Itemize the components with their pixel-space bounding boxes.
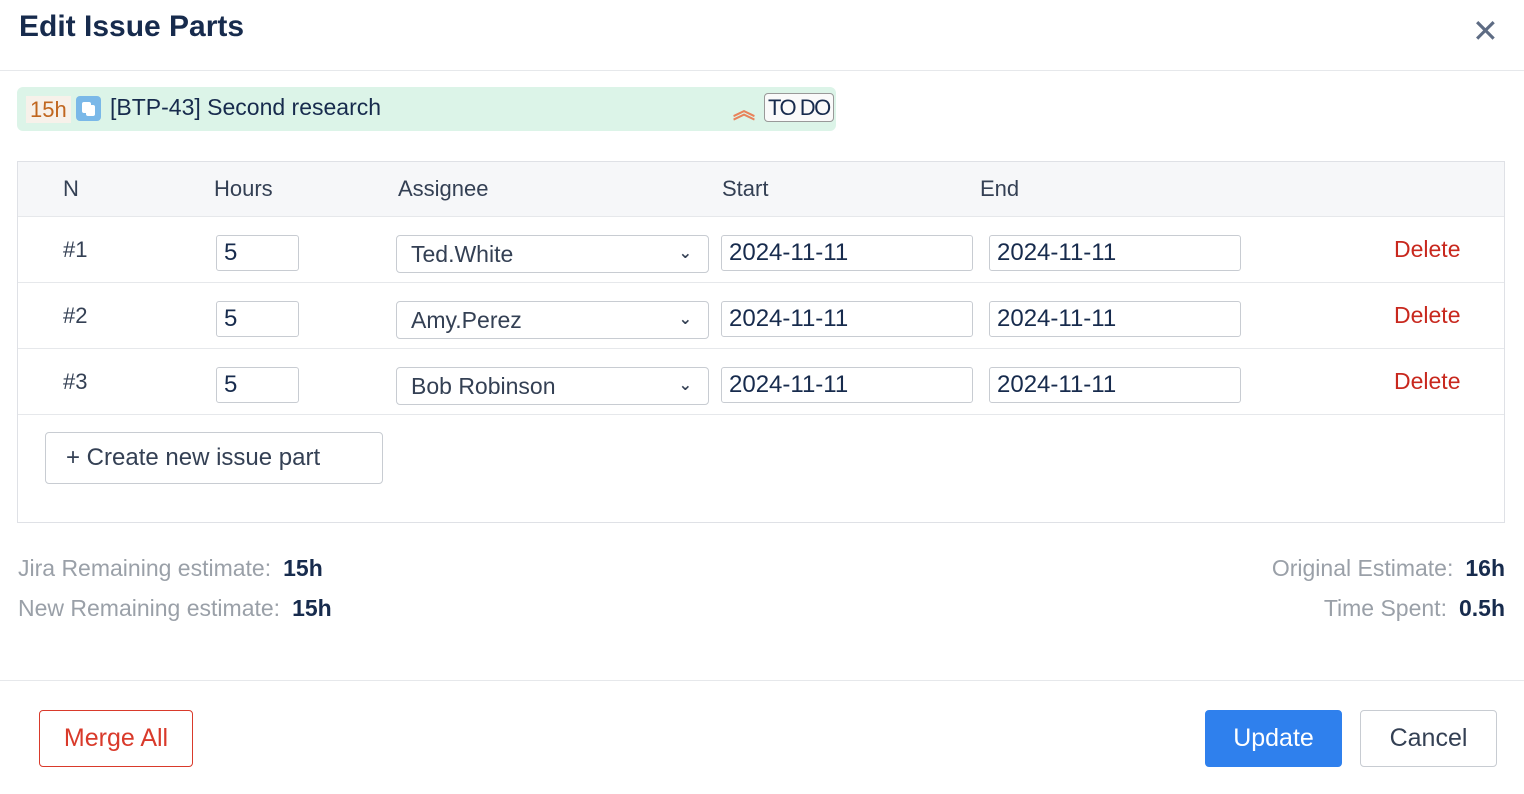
- estimate-badge: 15h: [26, 96, 71, 123]
- hours-input[interactable]: 5: [216, 235, 299, 271]
- end-date-input[interactable]: 2024-11-11: [989, 367, 1241, 403]
- start-date-input[interactable]: 2024-11-11: [721, 367, 973, 403]
- delete-button[interactable]: Delete: [1394, 368, 1461, 394]
- start-date-input[interactable]: 2024-11-11: [721, 301, 973, 337]
- priority-high-icon: ︽: [733, 98, 756, 123]
- chevron-down-icon: ⌄: [678, 377, 692, 394]
- value: 0.5h: [1458, 595, 1505, 621]
- divider: [0, 680, 1524, 681]
- row-number: #1: [63, 237, 88, 262]
- end-date-input[interactable]: 2024-11-11: [989, 235, 1241, 271]
- issue-title: [BTP-43] Second research: [110, 94, 382, 120]
- jira-remaining-estimate: Jira Remaining estimate: 15h: [18, 555, 323, 582]
- label: New Remaining estimate:: [18, 595, 281, 621]
- update-button[interactable]: Update: [1205, 710, 1342, 767]
- close-icon[interactable]: ✕: [1472, 13, 1499, 49]
- value: 15h: [292, 595, 332, 621]
- label: Time Spent:: [1323, 595, 1447, 621]
- chevron-down-icon: ⌄: [678, 311, 692, 328]
- assignee-select[interactable]: Bob Robinson ⌄: [396, 367, 709, 405]
- hours-input[interactable]: 5: [216, 301, 299, 337]
- dialog-title: Edit Issue Parts: [19, 10, 245, 43]
- original-estimate: Original Estimate: 16h: [1272, 555, 1505, 582]
- assignee-select[interactable]: Ted.White ⌄: [396, 235, 709, 273]
- assignee-value: Ted.White: [411, 241, 514, 267]
- header-hours: Hours: [214, 176, 273, 201]
- table-row: #1 5 Ted.White ⌄ 2024-11-11 2024-11-11 De…: [18, 217, 1504, 283]
- status-badge: TO DO: [764, 93, 834, 122]
- start-date-input[interactable]: 2024-11-11: [721, 235, 973, 271]
- delete-button[interactable]: Delete: [1394, 236, 1461, 262]
- new-remaining-estimate: New Remaining estimate: 15h: [18, 595, 332, 622]
- cancel-button[interactable]: Cancel: [1360, 710, 1497, 767]
- subtask-icon: [76, 96, 101, 121]
- hours-input[interactable]: 5: [216, 367, 299, 403]
- issue-card: 15h [BTP-43] Second research ︽ TO DO: [17, 87, 836, 131]
- table-row: #2 5 Amy.Perez ⌄ 2024-11-11 2024-11-11 De…: [18, 283, 1504, 349]
- row-number: #3: [63, 369, 88, 394]
- divider: [0, 70, 1524, 71]
- header-start: Start: [722, 176, 769, 201]
- table-row: #3 5 Bob Robinson ⌄ 2024-11-11 2024-11-11…: [18, 349, 1504, 415]
- end-date-input[interactable]: 2024-11-11: [989, 301, 1241, 337]
- time-spent: Time Spent: 0.5h: [1324, 595, 1505, 622]
- table-header: N Hours Assignee Start End: [18, 162, 1504, 217]
- label: Jira Remaining estimate:: [18, 555, 272, 581]
- assignee-select[interactable]: Amy.Perez ⌄: [396, 301, 709, 339]
- label: Original Estimate:: [1271, 555, 1454, 581]
- header-end: End: [980, 176, 1020, 201]
- header-n: N: [63, 176, 79, 201]
- create-issue-part-button[interactable]: + Create new issue part: [45, 432, 383, 484]
- value: 16h: [1465, 555, 1505, 581]
- issue-parts-table: N Hours Assignee Start End #1 5 Ted.Whit…: [17, 161, 1505, 523]
- merge-all-button[interactable]: Merge All: [39, 710, 193, 767]
- delete-button[interactable]: Delete: [1394, 302, 1461, 328]
- chevron-down-icon: ⌄: [678, 245, 692, 262]
- value: 15h: [283, 555, 323, 581]
- assignee-value: Bob Robinson: [411, 373, 556, 399]
- assignee-value: Amy.Perez: [411, 307, 522, 333]
- header-assignee: Assignee: [398, 176, 489, 201]
- row-number: #2: [63, 303, 88, 328]
